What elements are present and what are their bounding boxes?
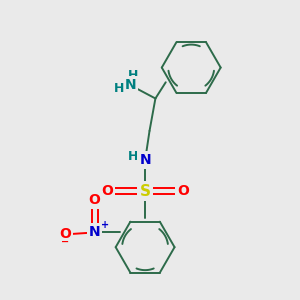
Text: S: S — [140, 184, 151, 199]
Text: O: O — [101, 184, 113, 198]
Text: N: N — [139, 153, 151, 167]
Text: N: N — [89, 225, 100, 239]
Text: N: N — [124, 78, 136, 92]
Text: O: O — [88, 193, 101, 207]
Text: +: + — [101, 220, 109, 230]
Text: H: H — [128, 69, 138, 82]
Text: O: O — [59, 227, 71, 241]
Text: O: O — [178, 184, 189, 198]
Text: H: H — [114, 82, 124, 95]
Text: −: − — [61, 237, 69, 247]
Text: H: H — [128, 150, 138, 163]
